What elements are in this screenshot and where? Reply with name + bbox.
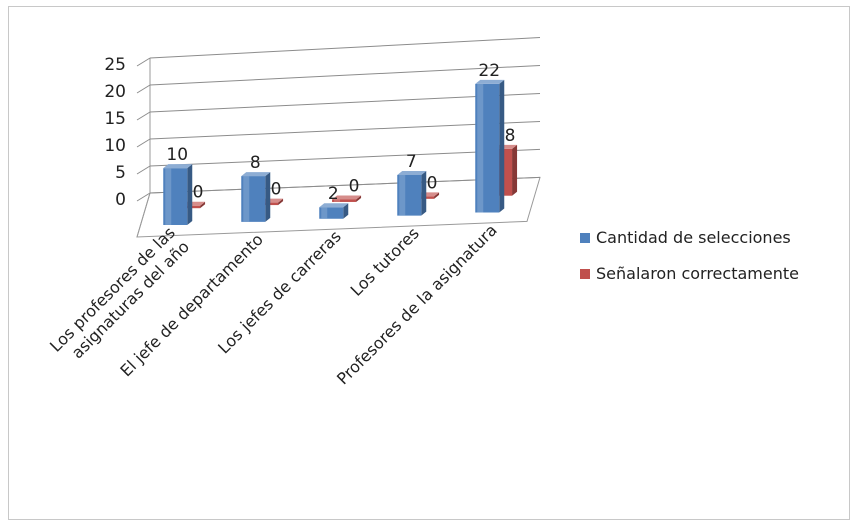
data-label: 0 <box>349 176 360 196</box>
bar-side <box>265 172 270 222</box>
category-label-line: Los jefes de carreras <box>214 227 345 358</box>
data-label: 2 <box>328 184 339 204</box>
bar-cantidad-4 <box>475 80 504 213</box>
bar-highlight <box>243 176 249 222</box>
y-axis-ticks: 0 5 10 15 20 25 <box>104 55 126 210</box>
bar-side <box>187 164 192 225</box>
bar-cantidad-2 <box>319 203 348 219</box>
category-label: Los tutores <box>347 224 423 300</box>
gridline-side-15 <box>137 112 150 120</box>
y-tick-label: 0 <box>115 190 126 210</box>
category-label: Profesores de la asignatura <box>333 220 501 388</box>
y-tick-label: 15 <box>104 109 126 129</box>
data-label: 7 <box>406 152 417 172</box>
legend-label: Cantidad de selecciones <box>596 228 791 247</box>
category-label-line: asignaturas del año <box>68 237 193 362</box>
y-tick-label: 10 <box>104 136 126 156</box>
data-label: 8 <box>505 126 516 146</box>
data-label: 0 <box>193 183 204 203</box>
category-label: Los jefes de carreras <box>214 227 345 358</box>
bar-cantidad-0 <box>163 164 192 225</box>
data-label: 22 <box>478 61 500 81</box>
bar-highlight <box>399 175 405 216</box>
category-labels: Los profesores de lasasignaturas del año… <box>46 220 501 388</box>
bar-highlight <box>477 84 483 213</box>
category-label-line: Profesores de la asignatura <box>333 220 501 388</box>
y-tick-label: 25 <box>104 55 126 75</box>
bar-side <box>421 171 426 216</box>
bar-side <box>512 145 517 196</box>
data-labels: 000081082722 <box>166 61 515 204</box>
data-label: 0 <box>271 180 282 200</box>
y-tick-label: 20 <box>104 82 126 102</box>
bar-cantidad-3 <box>397 171 426 216</box>
gridline-side-10 <box>137 139 150 147</box>
legend-swatch <box>580 269 590 279</box>
data-label: 8 <box>250 153 261 173</box>
gridline-side-25 <box>137 58 150 66</box>
legend: Cantidad de selecciones Señalaron correct… <box>580 228 799 283</box>
data-label: 10 <box>166 145 188 165</box>
gridline-side-5 <box>137 166 150 174</box>
gridline-25 <box>150 38 540 58</box>
bar-highlight <box>165 168 171 225</box>
bar-highlight <box>321 207 327 219</box>
bar-side <box>499 80 504 213</box>
bar-cantidad-1 <box>241 172 270 222</box>
category-label: Los profesores de lasasignaturas del año <box>46 223 193 370</box>
legend-swatch <box>580 233 590 243</box>
data-label: 0 <box>427 173 438 193</box>
legend-label: Señalaron correctamente <box>596 264 799 283</box>
category-label-line: Los tutores <box>347 224 423 300</box>
gridline-side-20 <box>137 85 150 93</box>
y-tick-label: 5 <box>115 163 126 183</box>
